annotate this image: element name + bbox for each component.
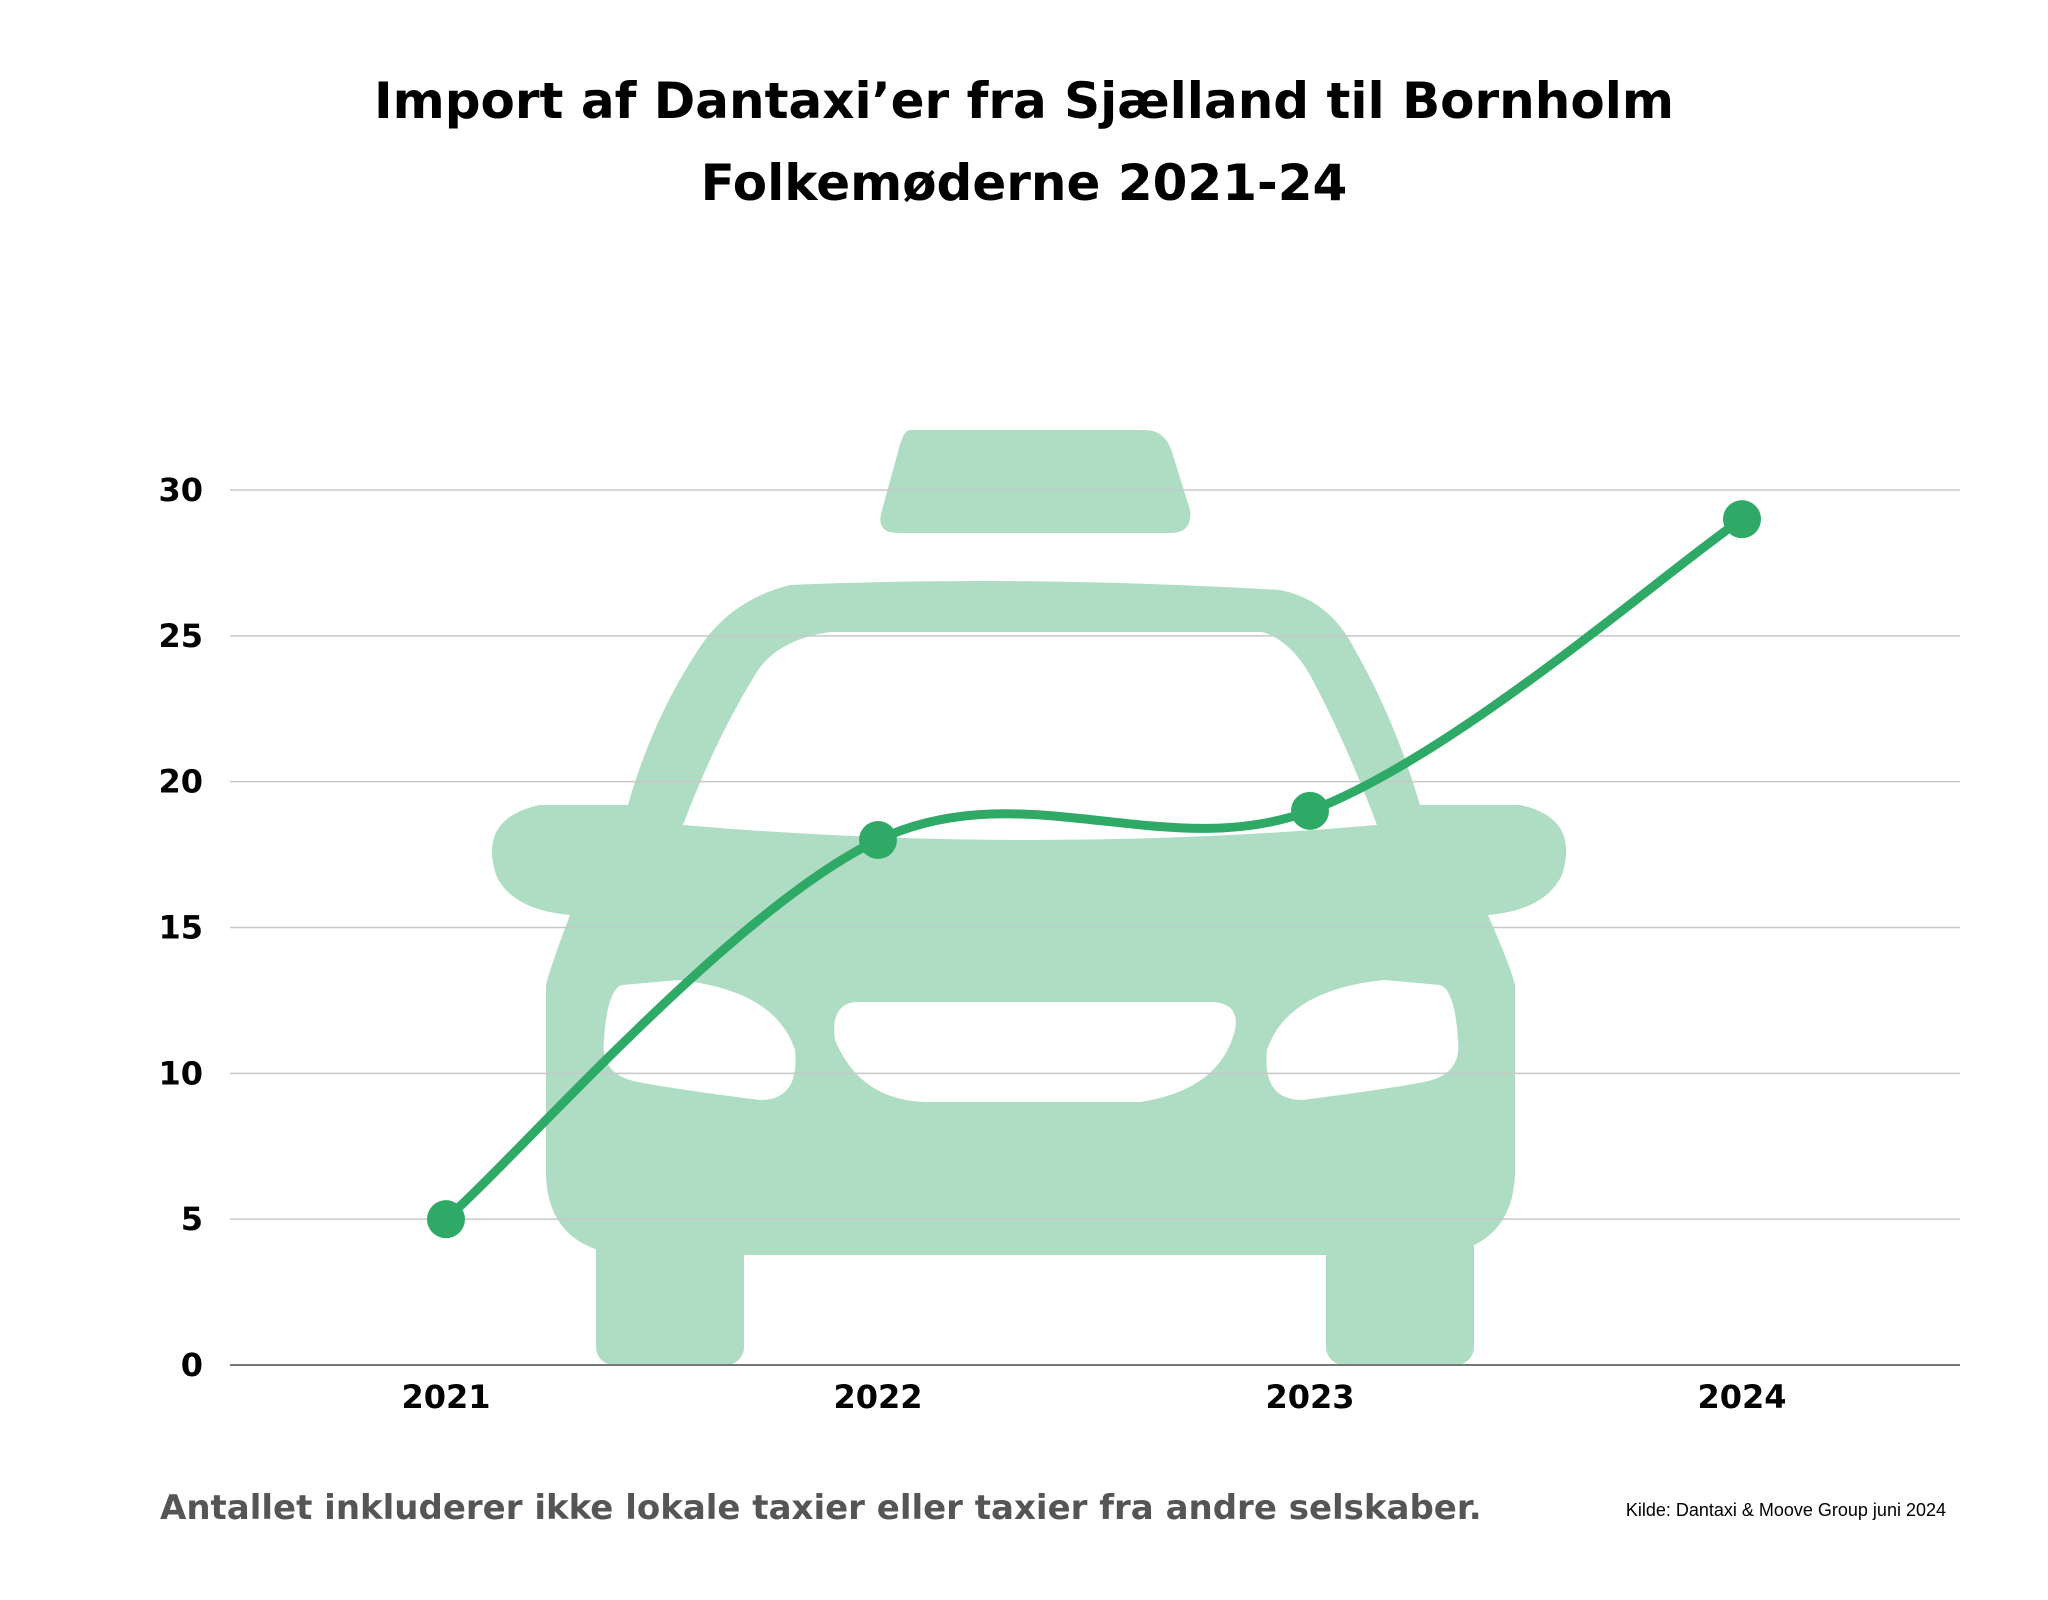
- data-point: [859, 821, 897, 859]
- data-point: [1723, 500, 1761, 539]
- data-point: [1291, 791, 1329, 830]
- y-tick-label: 15: [158, 909, 203, 947]
- data-points: [427, 500, 1761, 1239]
- x-tick-label: 2021: [401, 1378, 490, 1416]
- x-tick-label: 2022: [833, 1378, 922, 1416]
- series-lines: [441, 514, 1747, 1224]
- x-tick-label: 2023: [1265, 1378, 1354, 1416]
- data-point: [427, 1200, 465, 1239]
- y-tick-label: 20: [158, 763, 203, 801]
- x-tick-label: 2024: [1697, 1378, 1786, 1416]
- series-line: [441, 514, 1747, 1224]
- y-axis-tick-labels: 0 5 10 15 20 25 30: [158, 471, 203, 1384]
- y-tick-label: 5: [181, 1200, 203, 1238]
- chart-subtitle: Folkemøderne 2021-24: [700, 154, 1348, 212]
- taxi-car-icon: [491, 430, 1567, 1365]
- y-tick-label: 30: [158, 471, 203, 509]
- y-tick-label: 10: [158, 1054, 203, 1092]
- x-axis-tick-labels: 2021 2022 2023 2024: [401, 1378, 1786, 1416]
- chart-title: Import af Dantaxi’er fra Sjælland til Bo…: [374, 72, 1674, 130]
- y-tick-label: 25: [158, 617, 203, 655]
- chart-note: Antallet inkluderer ikke lokale taxier e…: [160, 1488, 1482, 1528]
- gridlines: [230, 489, 1960, 1366]
- y-tick-label: 0: [181, 1346, 203, 1384]
- source-credit: Kilde: Dantaxi & Moove Group juni 2024: [1625, 1500, 1946, 1520]
